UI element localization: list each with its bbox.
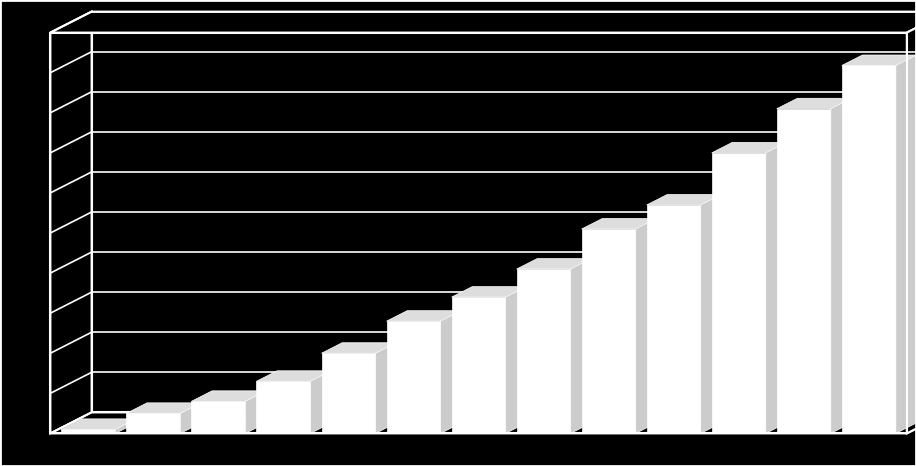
Polygon shape <box>115 419 136 433</box>
Bar <box>387 321 441 433</box>
Bar <box>452 297 506 433</box>
Bar <box>61 429 115 433</box>
Polygon shape <box>50 412 916 433</box>
Polygon shape <box>50 12 916 33</box>
Polygon shape <box>506 287 526 433</box>
Polygon shape <box>245 391 266 433</box>
Polygon shape <box>126 403 202 413</box>
Polygon shape <box>180 403 202 433</box>
Polygon shape <box>701 194 721 433</box>
Polygon shape <box>777 98 851 109</box>
Bar <box>50 33 907 433</box>
Bar <box>322 353 376 433</box>
Polygon shape <box>376 343 396 433</box>
Polygon shape <box>907 12 916 433</box>
Bar <box>256 381 311 433</box>
Polygon shape <box>831 98 851 433</box>
Polygon shape <box>896 55 916 433</box>
Polygon shape <box>311 371 332 433</box>
Polygon shape <box>322 343 396 353</box>
Polygon shape <box>441 311 461 433</box>
Bar <box>582 229 636 433</box>
Polygon shape <box>256 371 332 381</box>
Bar <box>517 269 571 433</box>
Polygon shape <box>191 391 266 401</box>
Bar <box>712 153 766 433</box>
Polygon shape <box>766 143 786 433</box>
Bar <box>842 66 896 433</box>
Polygon shape <box>387 311 461 321</box>
Polygon shape <box>712 143 786 153</box>
Polygon shape <box>452 287 526 297</box>
Bar <box>191 401 245 433</box>
Polygon shape <box>647 194 721 205</box>
Bar <box>647 205 701 433</box>
Polygon shape <box>517 259 591 269</box>
Polygon shape <box>50 12 92 433</box>
Polygon shape <box>842 55 916 66</box>
Polygon shape <box>61 419 136 429</box>
Polygon shape <box>571 259 591 433</box>
Polygon shape <box>92 12 916 412</box>
Bar <box>126 413 180 433</box>
Bar <box>777 109 831 433</box>
Polygon shape <box>582 219 656 229</box>
Polygon shape <box>636 219 656 433</box>
